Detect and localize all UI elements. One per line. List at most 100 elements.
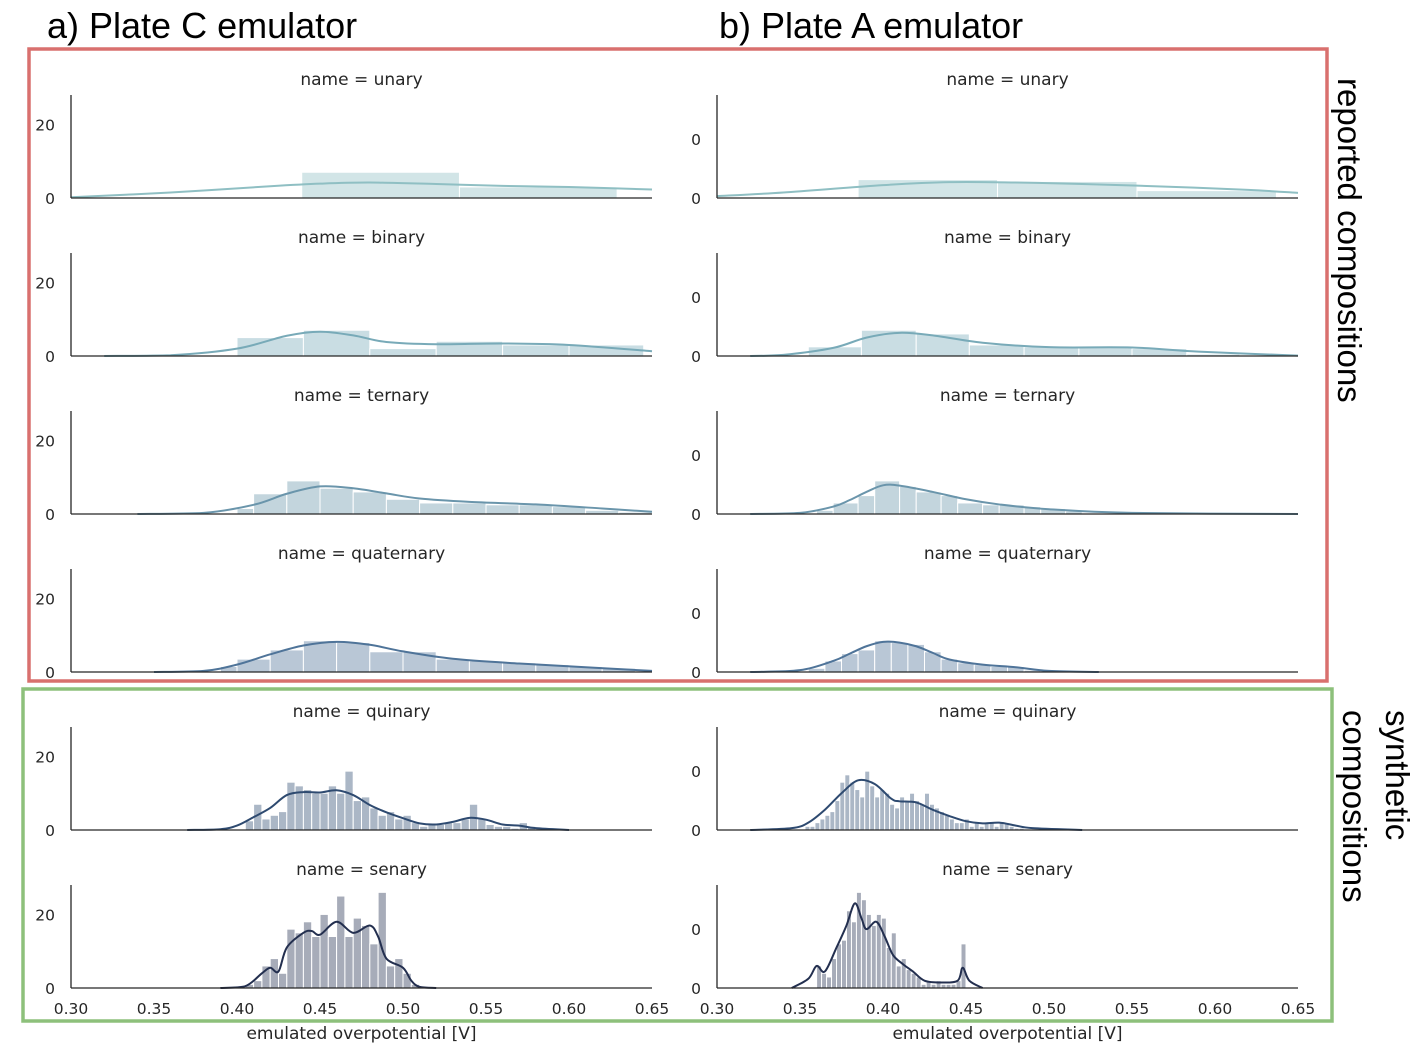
- histogram-bar: [460, 818, 470, 831]
- histogram-bar: [857, 649, 876, 673]
- y-tick-label: 0: [691, 921, 701, 939]
- histogram-bar: [302, 329, 371, 357]
- histogram-bar: [352, 800, 363, 831]
- histogram-bar: [319, 913, 329, 989]
- y-tick-label: 20: [35, 590, 55, 608]
- histogram-bar: [904, 800, 911, 831]
- histogram-bar: [894, 807, 901, 831]
- histogram-bar: [369, 651, 404, 673]
- histogram-bar: [836, 943, 843, 989]
- histogram-bar: [960, 943, 967, 989]
- histogram-bar: [327, 785, 338, 831]
- histogram-bar: [344, 936, 354, 989]
- histogram-bar: [485, 823, 495, 831]
- panel-b-title: b) Plate A emulator: [719, 5, 1023, 46]
- subplot-plate-c-binary: name = binary 0 20: [35, 228, 653, 366]
- x-axis-label: emulated overpotential [V]: [892, 1024, 1122, 1044]
- histogram-bar: [829, 811, 836, 831]
- histogram-bar: [253, 980, 263, 989]
- histogram-bar: [824, 814, 831, 831]
- subplot-title: name = senary: [296, 860, 427, 880]
- synthetic-group-frame: [21, 687, 1334, 1023]
- histogram-bar: [336, 642, 371, 673]
- histogram-bar: [502, 344, 570, 357]
- histogram-bar: [311, 792, 321, 831]
- histogram-bar: [369, 348, 437, 357]
- subplot-plate-c-senary: name = senary 0 20: [35, 860, 652, 998]
- x-tick-label: 0.35: [783, 1000, 818, 1018]
- y-tick-label: 0: [691, 348, 701, 366]
- histogram-bar: [826, 976, 833, 989]
- y-tick-label: 20: [35, 906, 55, 924]
- reported-compositions-label: reported compositions: [1331, 78, 1368, 403]
- histogram-bar: [319, 487, 354, 515]
- x-tick-label: 0.40: [866, 1000, 901, 1018]
- subplot-title: name = ternary: [940, 386, 1075, 406]
- x-tick-label: 0.55: [1115, 1000, 1150, 1018]
- kde-curve: [153, 640, 653, 673]
- histogram-bar: [834, 800, 841, 831]
- histogram-bar: [850, 921, 857, 989]
- histogram-bar: [870, 924, 877, 989]
- histogram-bar: [385, 498, 421, 515]
- histogram-bar: [278, 972, 288, 989]
- subplot-plate-c-quinary: name = quinary 0 20: [35, 702, 652, 840]
- histogram-bar: [854, 789, 861, 831]
- x-axis-label: emulated overpotential [V]: [246, 1024, 476, 1044]
- y-tick-label: 0: [691, 763, 701, 781]
- histogram-bar: [968, 344, 1025, 357]
- histogram-bar: [859, 796, 866, 831]
- histogram-bar: [839, 781, 846, 831]
- histogram-bar: [821, 972, 828, 989]
- histogram-bar: [394, 958, 404, 989]
- histogram-bar: [344, 770, 354, 831]
- histogram-bar: [890, 932, 897, 989]
- subplot-title: name = ternary: [294, 386, 429, 406]
- histogram-bar: [518, 504, 553, 515]
- histogram-bar: [377, 814, 387, 831]
- histogram-bar: [286, 781, 296, 831]
- y-tick-label: 0: [45, 348, 55, 366]
- histogram-bar: [948, 818, 955, 831]
- histogram-bar: [278, 811, 288, 831]
- subplot-title: name = quaternary: [924, 544, 1091, 564]
- kde-curve: [750, 331, 1299, 357]
- histogram-bar: [302, 789, 313, 831]
- histogram-bar: [940, 495, 959, 515]
- y-tick-label: 20: [35, 748, 55, 766]
- histogram-bar: [286, 928, 296, 989]
- x-tick-label: 0.30: [700, 1000, 735, 1018]
- histogram-bar: [327, 936, 338, 989]
- histogram-bar: [302, 640, 338, 673]
- y-tick-label: 0: [691, 605, 701, 623]
- subplot-title: name = quinary: [293, 702, 431, 722]
- kde-curve: [750, 640, 1099, 673]
- kde-curve: [750, 483, 1299, 515]
- subplot-plate-a-unary: name = unary 0 0: [691, 70, 1299, 208]
- histogram-bar: [869, 785, 876, 831]
- subplot-plate-a-quinary: name = quinary 0 0: [691, 702, 1298, 840]
- histogram-bar: [924, 792, 930, 831]
- y-tick-label: 0: [691, 980, 701, 998]
- histogram-bar: [452, 822, 462, 831]
- histogram-bar: [953, 822, 960, 831]
- histogram-bar: [336, 895, 346, 989]
- kde-curve: [137, 485, 653, 515]
- subplot-title: name = senary: [942, 860, 1073, 880]
- subplot-plate-a-ternary: name = ternary 0 0: [691, 386, 1299, 524]
- kde-curve: [104, 330, 653, 357]
- histogram-bar: [244, 820, 255, 831]
- histogram-bar: [385, 965, 396, 989]
- histogram-bar: [884, 792, 891, 831]
- reported-group-frame: [27, 47, 1329, 683]
- y-tick-label: 0: [45, 664, 55, 682]
- x-tick-label: 0.45: [303, 1000, 338, 1018]
- histogram-bar: [301, 171, 460, 199]
- histogram-bar: [943, 814, 950, 831]
- y-tick-label: 20: [35, 116, 55, 134]
- y-tick-label: 0: [691, 447, 701, 465]
- kde-curve: [750, 778, 1083, 831]
- subplot-title: name = unary: [300, 70, 422, 90]
- histogram-bar: [269, 814, 280, 831]
- histogram-bar: [885, 947, 892, 989]
